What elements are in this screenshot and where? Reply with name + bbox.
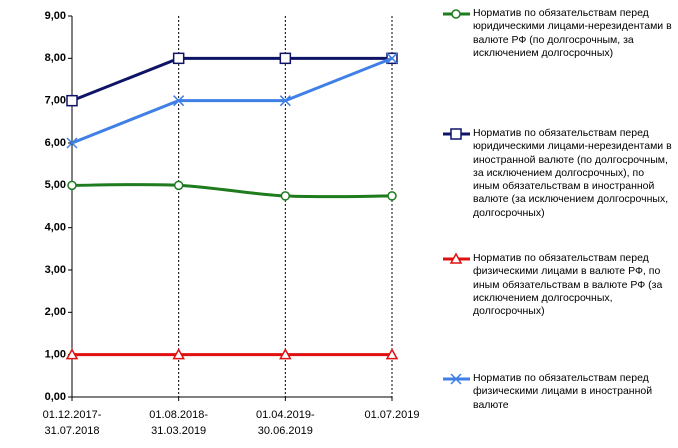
legend-label: Норматив по обязательствам перед юридиче… bbox=[473, 7, 672, 59]
y-tick-label: 2,00 bbox=[45, 306, 66, 318]
x-tick-label: 01.04.2019-30.06.2019 bbox=[256, 409, 315, 437]
y-tick-label: 1,00 bbox=[45, 349, 66, 361]
y-tick-label: 5,00 bbox=[45, 179, 66, 191]
data-point bbox=[279, 95, 291, 107]
legend-marker bbox=[451, 9, 461, 19]
data-point bbox=[279, 52, 292, 65]
legend-marker bbox=[450, 128, 462, 140]
legend-label: Норматив по обязательствам перед физичес… bbox=[473, 372, 653, 411]
data-point bbox=[279, 348, 292, 360]
x-tick-label: 01.08.2018-31.03.2019 bbox=[149, 409, 208, 437]
data-point bbox=[66, 94, 78, 107]
data-point bbox=[387, 191, 397, 201]
data-point bbox=[386, 52, 398, 64]
y-tick-label: 6,00 bbox=[45, 137, 66, 149]
data-point bbox=[66, 137, 78, 149]
legend-marker bbox=[450, 373, 462, 385]
y-tick-label: 0,00 bbox=[45, 391, 66, 403]
legend-label: Норматив по обязательствам перед юридиче… bbox=[473, 127, 672, 219]
data-point bbox=[172, 52, 185, 65]
data-point bbox=[172, 348, 185, 360]
y-tick-label: 7,00 bbox=[45, 95, 66, 107]
data-point bbox=[280, 191, 291, 201]
series-line bbox=[71, 56, 392, 103]
data-point bbox=[67, 180, 77, 191]
series-line bbox=[71, 183, 393, 199]
data-point bbox=[173, 95, 185, 107]
y-tick-label: 4,00 bbox=[45, 222, 66, 234]
legend-label: Норматив по обязательствам перед физичес… bbox=[473, 252, 663, 318]
x-tick-label: 01.07.2019 bbox=[364, 409, 419, 421]
x-tick-label: 01.12.2017-31.07.2018 bbox=[43, 409, 102, 437]
data-point bbox=[65, 348, 79, 360]
y-tick-label: 9,00 bbox=[45, 10, 66, 22]
series-line bbox=[71, 56, 393, 145]
legend-marker bbox=[449, 252, 463, 264]
y-tick-label: 8,00 bbox=[45, 52, 66, 64]
y-tick-label: 3,00 bbox=[45, 264, 66, 276]
data-point bbox=[173, 180, 184, 191]
data-point bbox=[385, 348, 399, 360]
